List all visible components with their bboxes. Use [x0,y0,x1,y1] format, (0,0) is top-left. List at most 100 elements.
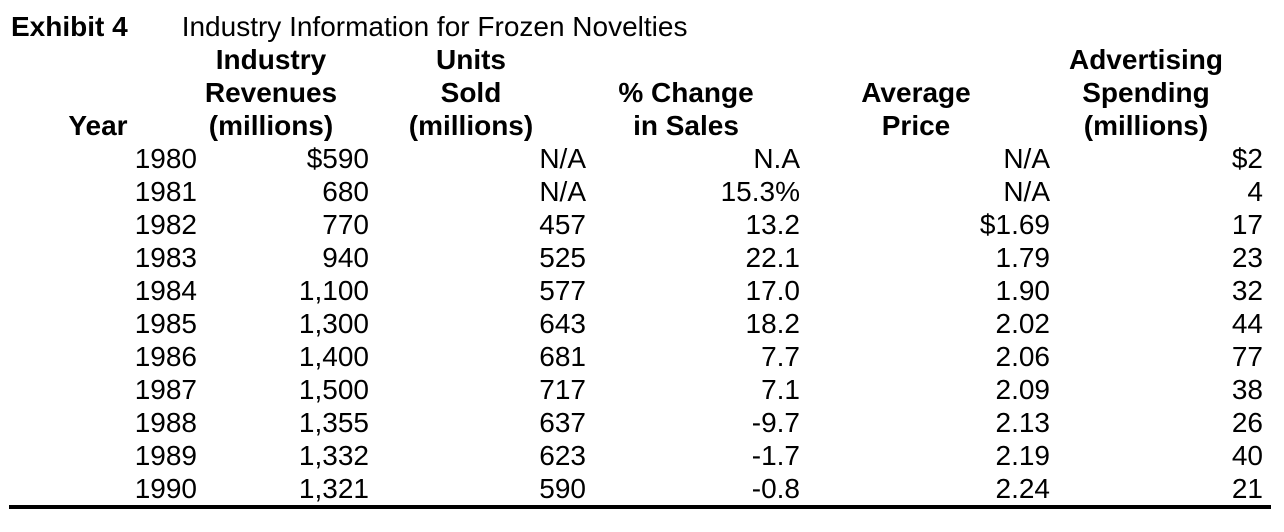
table-cell-average-price: N/A [1003,176,1050,207]
table-cell-year: 1980 [134,143,197,174]
table-cell-industry-revenues: 1,355 [298,407,369,438]
header-cell-avg-price-line2: Average [861,77,971,108]
table-row: 1988 1,355 637 -9.7 2.13 26 [9,406,1271,439]
table-cell-advertising-spending: 32 [1231,275,1263,306]
table-cell-industry-revenues: 1,500 [298,374,369,405]
table-cell-industry-revenues: 1,321 [298,473,369,504]
table-cell-average-price: 1.79 [995,242,1051,273]
table-cell-units-sold: 643 [539,308,586,339]
table-cell-year: 1990 [134,473,197,504]
table-cell-pct-change-in-sales: 13.2 [745,209,801,240]
header-cell-pct-change-line3: in Sales [633,110,739,141]
header-cell-revenues-line3: (millions) [208,110,334,141]
header-cell-pct-change-line2: % Change [618,77,754,108]
exhibit-page: Exhibit 4 Industry Information for Frozen… [0,10,1284,509]
table-cell-average-price: 2.13 [995,407,1051,438]
header-cell-avg-price-line3: Price [881,110,951,141]
table-cell-industry-revenues: 940 [322,242,369,273]
table-cell-pct-change-in-sales: -1.7 [751,440,800,471]
table-row: 1980 $590 N/A N.A N/A $2 [9,142,1271,175]
table-cell-advertising-spending: 40 [1231,440,1263,471]
table-cell-advertising-spending: 23 [1231,242,1263,273]
frozen-novelties-table: Industry Units Advertising Revenues Sold… [9,43,1271,509]
table-cell-units-sold: 457 [539,209,586,240]
table-cell-average-price: 2.02 [995,308,1051,339]
table-cell-advertising-spending: 44 [1231,308,1263,339]
header-cell-units-line1: Units [436,44,506,75]
table-cell-pct-change-in-sales: -0.8 [751,473,800,504]
table-cell-pct-change-in-sales: 22.1 [745,242,801,273]
header-row-2: Revenues Sold % Change Average Spending [9,76,1271,109]
table-cell-industry-revenues: 1,332 [298,440,369,471]
table-cell-units-sold: N/A [539,176,586,207]
table-cell-pct-change-in-sales: 7.7 [761,341,800,372]
table-cell-advertising-spending: $2 [1231,143,1263,174]
table-cell-pct-change-in-sales: 15.3% [720,176,800,207]
table-row: 1984 1,100 577 17.0 1.90 32 [9,274,1271,307]
table-header: Industry Units Advertising Revenues Sold… [9,43,1271,142]
table-row: 1990 1,321 590 -0.8 2.24 21 [9,472,1271,507]
header-cell-year-line2 [9,76,201,109]
table-cell-average-price: N/A [1003,143,1050,174]
header-row-3: Year (millions) (millions) in Sales Pric… [9,109,1271,142]
table-cell-units-sold: 717 [539,374,586,405]
table-cell-units-sold: 637 [539,407,586,438]
table-cell-units-sold: 623 [539,440,586,471]
table-cell-year: 1987 [134,374,197,405]
header-cell-advertising-line3: (millions) [1083,110,1209,141]
table-cell-advertising-spending: 21 [1231,473,1263,504]
table-cell-year: 1984 [134,275,197,306]
header-cell-pct-change-line1 [601,43,811,76]
table-cell-year: 1981 [134,176,197,207]
table-cell-industry-revenues: 1,300 [298,308,369,339]
header-cell-units-line3: (millions) [408,110,534,141]
exhibit-label: Exhibit 4 [11,11,128,42]
page-title: Industry Information for Frozen Noveltie… [181,11,688,42]
table-cell-units-sold: N/A [539,143,586,174]
header-cell-avg-price-line1 [811,43,1061,76]
table-cell-year: 1985 [134,308,197,339]
table-row: 1983 940 525 22.1 1.79 23 [9,241,1271,274]
header-cell-units-line2: Sold [440,77,502,108]
table-cell-average-price: 1.90 [995,275,1051,306]
table-cell-year: 1986 [134,341,197,372]
table-cell-year: 1982 [134,209,197,240]
table-cell-average-price: 2.19 [995,440,1051,471]
table-cell-pct-change-in-sales: -9.7 [751,407,800,438]
table-cell-average-price: 2.24 [995,473,1051,504]
header-cell-advertising-line1: Advertising [1068,44,1224,75]
table-cell-average-price: 2.09 [995,374,1051,405]
table-row: 1987 1,500 717 7.1 2.09 38 [9,373,1271,406]
header-cell-year-line1 [9,43,201,76]
table-cell-year: 1983 [134,242,197,273]
header-row-1: Industry Units Advertising [9,43,1271,76]
table-cell-advertising-spending: 4 [1247,176,1263,207]
header-cell-year-line3: Year [68,110,128,141]
table-cell-industry-revenues: 1,400 [298,341,369,372]
table-cell-pct-change-in-sales: N.A [753,143,800,174]
table-cell-pct-change-in-sales: 18.2 [745,308,801,339]
table-cell-average-price: 2.06 [995,341,1051,372]
table-cell-units-sold: 577 [539,275,586,306]
header-cell-advertising-line2: Spending [1082,77,1210,108]
table-cell-units-sold: 681 [539,341,586,372]
table-cell-units-sold: 590 [539,473,586,504]
table-cell-advertising-spending: 17 [1231,209,1263,240]
table-cell-advertising-spending: 77 [1231,341,1263,372]
table-body: 1980 $590 N/A N.A N/A $2 1981 680 N/A 15.3% N/A 4 19… [9,142,1271,507]
table-row: 1981 680 N/A 15.3% N/A 4 [9,175,1271,208]
table-cell-pct-change-in-sales: 7.1 [761,374,800,405]
header-cell-revenues-line1: Industry [215,44,327,75]
table-cell-year: 1988 [134,407,197,438]
table-cell-industry-revenues: 770 [322,209,369,240]
table-cell-pct-change-in-sales: 17.0 [745,275,801,306]
header-cell-revenues-line2: Revenues [204,77,338,108]
table-cell-industry-revenues: 1,100 [298,275,369,306]
table-cell-advertising-spending: 38 [1231,374,1263,405]
table-cell-year: 1989 [134,440,197,471]
table-cell-units-sold: 525 [539,242,586,273]
table-row: 1982 770 457 13.2 $1.69 17 [9,208,1271,241]
exhibit-title-row: Exhibit 4 Industry Information for Frozen… [0,10,1284,43]
table-cell-advertising-spending: 26 [1231,407,1263,438]
table-row: 1985 1,300 643 18.2 2.02 44 [9,307,1271,340]
